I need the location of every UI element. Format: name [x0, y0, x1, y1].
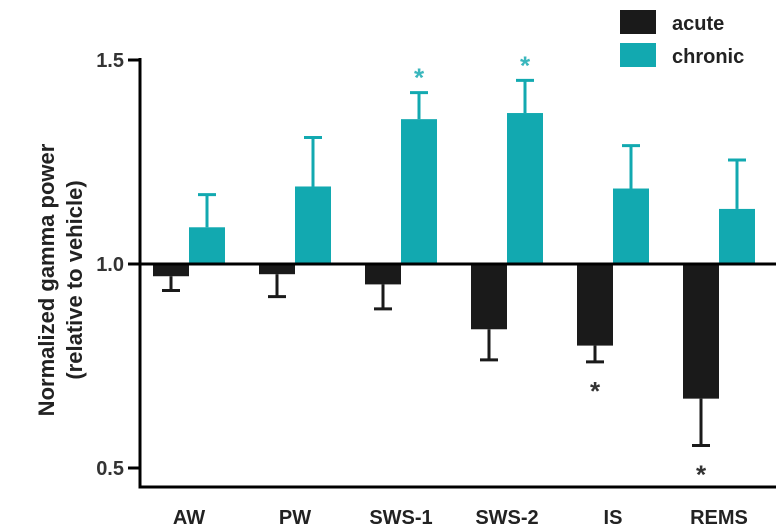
significance-star-acute-rems: *	[696, 460, 707, 490]
bar-chronic-sws-1	[401, 119, 437, 264]
bar-acute-rems	[683, 264, 719, 399]
bar-chronic-pw	[295, 186, 331, 264]
legend-swatch-acute	[620, 10, 656, 34]
bar-acute-aw	[153, 264, 189, 277]
bar-acute-sws-1	[365, 264, 401, 285]
y-axis-label-line2: (relative to vehicle)	[62, 180, 87, 379]
significance-star-chronic-sws-1: *	[414, 63, 425, 93]
y-axis-label: Normalized gamma power (relative to vehi…	[34, 143, 87, 416]
x-tick-label-sws-2: SWS-2	[475, 507, 538, 529]
bar-chronic-is	[613, 188, 649, 264]
legend-label-acute: acute	[672, 13, 724, 35]
significance-markers: * * * *	[414, 50, 707, 489]
axes: 0.5 1.0 1.5	[96, 50, 776, 489]
y-tick-label: 1.5	[96, 50, 124, 72]
y-tick-label: 0.5	[96, 458, 124, 480]
significance-star-acute-is: *	[590, 376, 601, 406]
legend: acute chronic	[620, 10, 744, 68]
x-tick-label-is: IS	[604, 507, 623, 529]
error-bars	[162, 78, 746, 448]
bar-chronic-rems	[719, 208, 755, 264]
x-tick-label-sws-1: SWS-1	[369, 507, 432, 529]
x-tick-label-rems: REMS	[690, 507, 748, 529]
y-axis-label-line1: Normalized gamma power	[34, 143, 59, 416]
legend-label-chronic: chronic	[672, 46, 744, 68]
bar-chronic-sws-2	[507, 113, 543, 264]
legend-swatch-chronic	[620, 43, 656, 67]
bars	[153, 113, 755, 399]
bar-acute-is	[577, 264, 613, 346]
x-tick-label-pw: PW	[279, 507, 311, 529]
bar-acute-pw	[259, 264, 295, 275]
significance-star-chronic-sws-2: *	[520, 50, 531, 80]
x-tick-labels: AW PW SWS-1 SWS-2 IS REMS	[173, 507, 748, 529]
x-tick-label-aw: AW	[173, 507, 205, 529]
bar-acute-sws-2	[471, 264, 507, 330]
bar-chronic-aw	[189, 227, 225, 264]
y-tick-label: 1.0	[96, 254, 124, 276]
